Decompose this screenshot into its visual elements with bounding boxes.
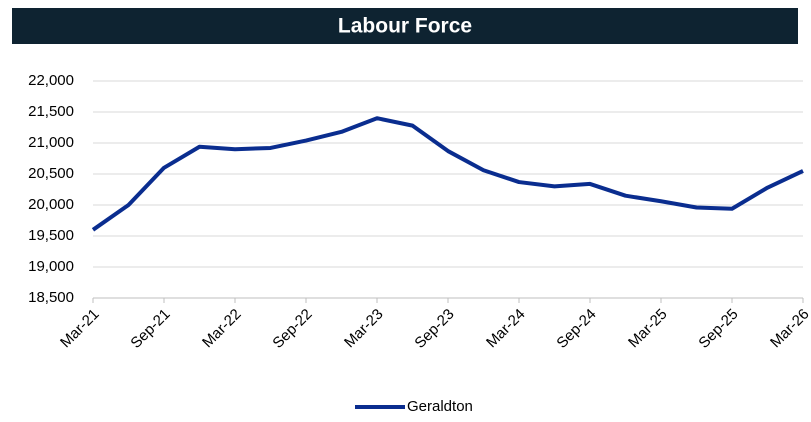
x-tick-label: Sep-23 — [411, 306, 457, 352]
x-tick-label: Mar-26 — [767, 306, 811, 352]
title-bar — [12, 8, 798, 44]
x-tick-label: Sep-21 — [127, 306, 173, 352]
y-tick-label: 19,000 — [28, 258, 74, 275]
legend-label: Geraldton — [407, 398, 473, 415]
y-tick-label: 19,500 — [28, 227, 74, 244]
chart-title: Labour Force — [338, 15, 472, 38]
line-series — [91, 116, 804, 232]
x-tick-label: Sep-24 — [553, 306, 599, 352]
x-tick-label: Sep-25 — [695, 306, 741, 352]
y-tick-label: 21,000 — [28, 134, 74, 151]
y-tick-label: 20,500 — [28, 165, 74, 182]
x-tick-label: Sep-22 — [269, 306, 315, 352]
x-tick-label: Mar-21 — [57, 306, 103, 352]
y-tick-label: 20,000 — [28, 196, 74, 213]
x-tick-label: Mar-25 — [625, 306, 671, 352]
x-tick-label: Mar-24 — [483, 306, 529, 352]
x-tick-label: Mar-23 — [341, 306, 387, 352]
x-tick-label: Mar-22 — [199, 306, 245, 352]
y-tick-label: 22,000 — [28, 72, 74, 89]
y-tick-label: 18,500 — [28, 289, 74, 306]
y-tick-label: 21,500 — [28, 103, 74, 120]
